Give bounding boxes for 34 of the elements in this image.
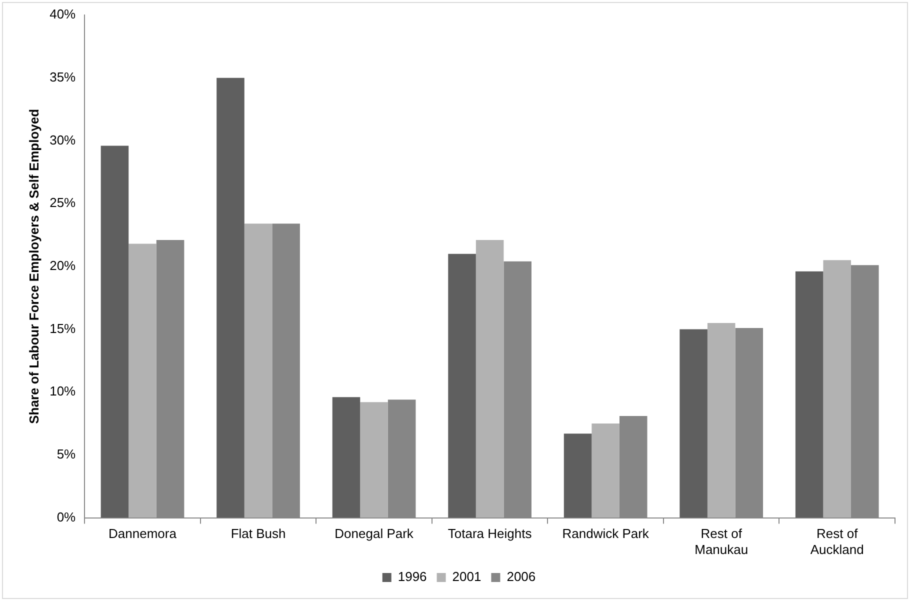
y-tick-label: 15% [50,320,76,336]
bar [360,402,388,518]
bar [244,224,272,518]
x-tick-label: Randwick Park [562,526,650,542]
bar [707,322,736,518]
y-axis-title: Share of Labour Force Employers & Self Employed [26,108,42,424]
legend-label: 2001 [452,569,482,584]
y-tick-label: 0% [56,509,76,524]
bar [448,254,476,518]
y-tick-label: 35% [50,69,76,84]
y-tick-label: 25% [50,195,76,210]
bar [216,78,244,518]
bar [332,397,360,518]
x-tick-label: Rest of Manukau [694,526,748,557]
bar [795,271,824,518]
y-tick-label: 5% [56,446,76,462]
legend-label: 2006 [506,569,536,584]
bar [680,329,708,518]
y-tick-label: 10% [50,384,76,399]
bar [564,434,592,518]
bar [592,424,620,518]
y-tick-label: 20% [50,258,76,273]
bar [476,240,504,518]
bar [823,260,852,518]
y-tick-label: 40% [50,6,76,22]
x-tick-label: Totara Heights [448,526,532,542]
x-tick-label: Dannemora [108,526,178,542]
x-tick-label: Rest of Auckland [810,526,864,557]
x-tick-label: Donegal Park [334,526,414,542]
bar [128,244,156,518]
legend-label: 1996 [398,569,427,584]
bar [100,146,129,518]
x-tick-label: Flat Bush [230,526,286,542]
y-tick-label: 30% [50,132,76,148]
